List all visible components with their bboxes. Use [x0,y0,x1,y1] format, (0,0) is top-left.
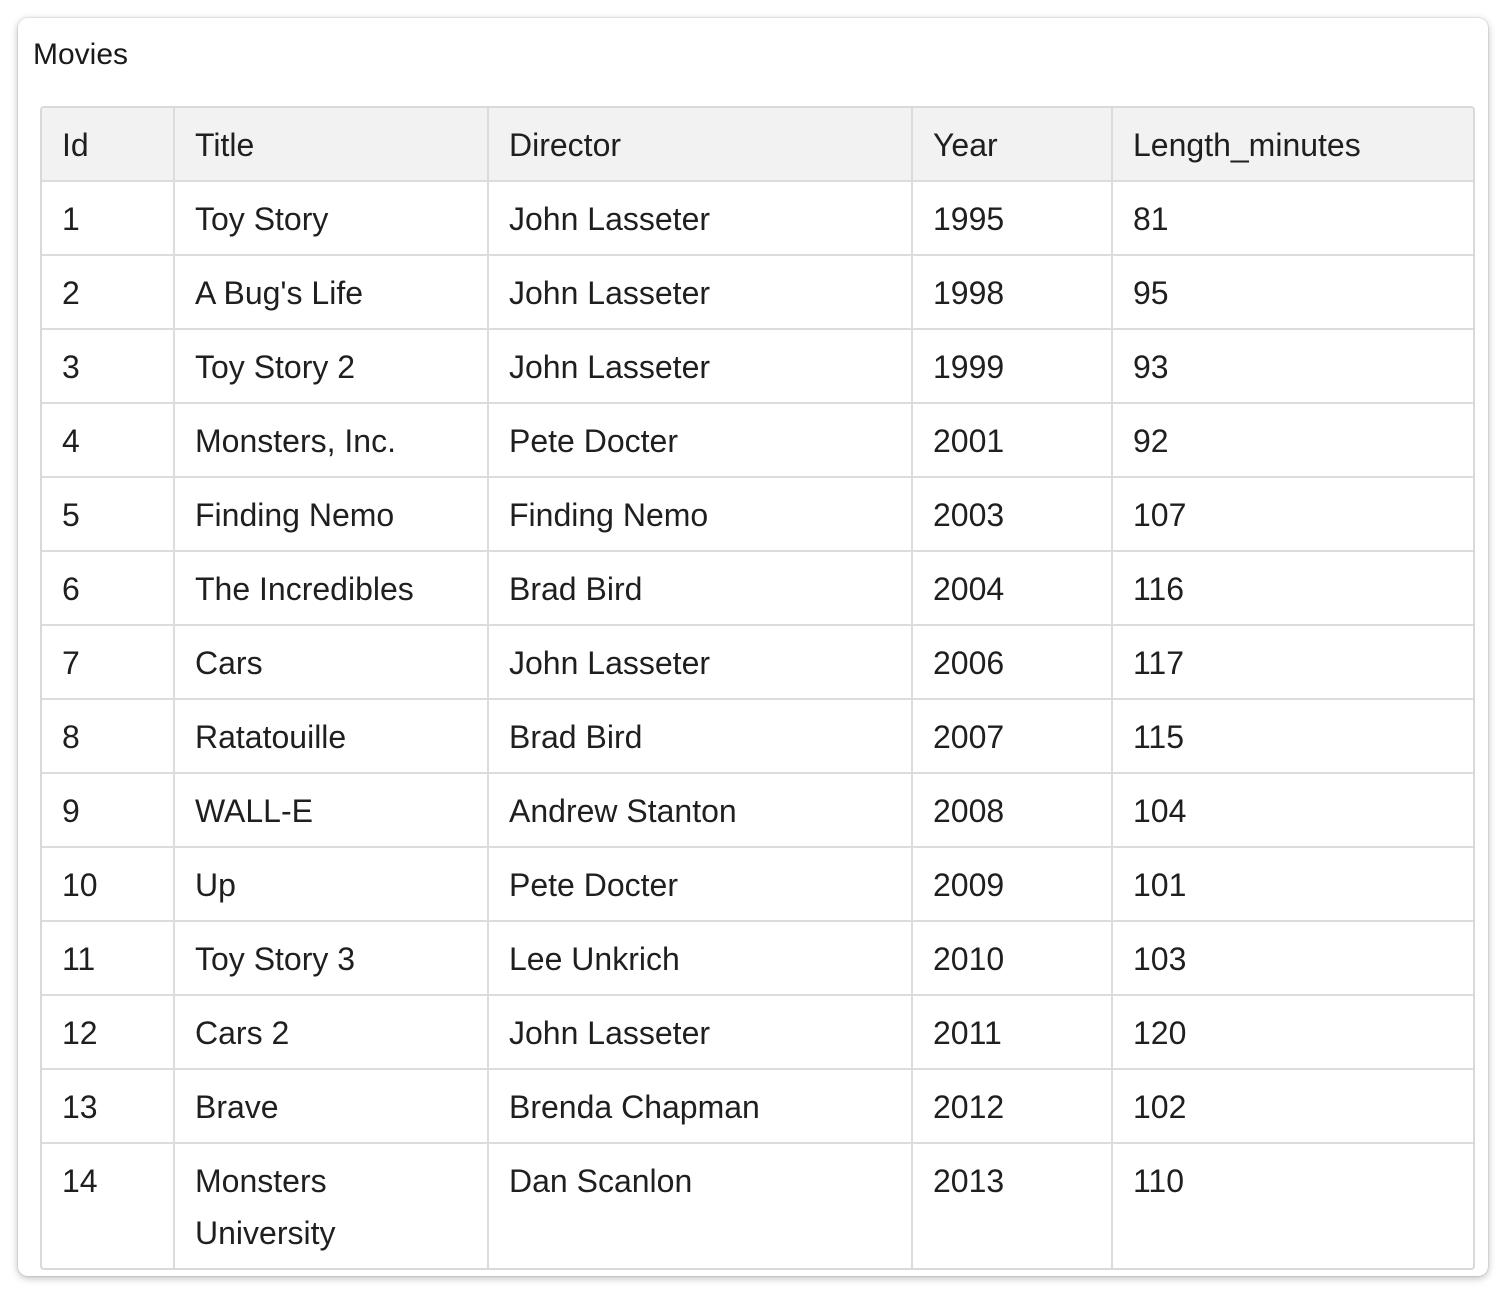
cell-id: 8 [42,698,175,774]
cell-id: 12 [42,994,175,1070]
cell-year: 2013 [911,1142,1113,1268]
table-row: 4 Monsters, Inc. Pete Docter 2001 92 [42,402,1473,478]
cell-id: 2 [42,254,175,330]
column-header-length-minutes: Length_minutes [1111,108,1473,182]
cell-year: 2008 [911,772,1113,848]
column-header-title: Title [173,108,489,182]
cell-title: Finding Nemo [173,476,489,552]
cell-director: John Lasseter [487,180,913,256]
cell-length-minutes: 117 [1111,624,1473,700]
cell-director: Finding Nemo [487,476,913,552]
table-row: 8 Ratatouille Brad Bird 2007 115 [42,698,1473,774]
cell-year: 2007 [911,698,1113,774]
cell-id: 5 [42,476,175,552]
column-header-id: Id [42,108,175,182]
cell-year: 2006 [911,624,1113,700]
cell-length-minutes: 102 [1111,1068,1473,1144]
cell-year: 2003 [911,476,1113,552]
table-row: 3 Toy Story 2 John Lasseter 1999 93 [42,328,1473,404]
cell-title: Monsters, Inc. [173,402,489,478]
table-row: 12 Cars 2 John Lasseter 2011 120 [42,994,1473,1070]
cell-title: Cars [173,624,489,700]
cell-title: Ratatouille [173,698,489,774]
cell-id: 4 [42,402,175,478]
cell-director: John Lasseter [487,624,913,700]
table-row: 7 Cars John Lasseter 2006 117 [42,624,1473,700]
cell-title: Toy Story 3 [173,920,489,996]
cell-id: 7 [42,624,175,700]
cell-length-minutes: 81 [1111,180,1473,256]
cell-id: 13 [42,1068,175,1144]
cell-director: Brad Bird [487,698,913,774]
cell-year: 2012 [911,1068,1113,1144]
cell-id: 14 [42,1142,175,1268]
cell-director: Brenda Chapman [487,1068,913,1144]
cell-id: 3 [42,328,175,404]
cell-director: Lee Unkrich [487,920,913,996]
cell-year: 1995 [911,180,1113,256]
cell-director: John Lasseter [487,254,913,330]
table-row: 13 Brave Brenda Chapman 2012 102 [42,1068,1473,1144]
cell-title: Monsters University [173,1142,489,1268]
cell-title: WALL-E [173,772,489,848]
cell-id: 10 [42,846,175,922]
cell-id: 9 [42,772,175,848]
table-header-row: Id Title Director Year Length_minutes [42,108,1473,182]
cell-year: 2010 [911,920,1113,996]
cell-length-minutes: 101 [1111,846,1473,922]
cell-director: Pete Docter [487,846,913,922]
column-header-director: Director [487,108,913,182]
cell-length-minutes: 116 [1111,550,1473,626]
cell-year: 2004 [911,550,1113,626]
cell-title: Brave [173,1068,489,1144]
cell-title: Cars 2 [173,994,489,1070]
cell-length-minutes: 120 [1111,994,1473,1070]
table-row: 9 WALL-E Andrew Stanton 2008 104 [42,772,1473,848]
cell-director: Dan Scanlon [487,1142,913,1268]
table-row: 11 Toy Story 3 Lee Unkrich 2010 103 [42,920,1473,996]
cell-director: Andrew Stanton [487,772,913,848]
cell-length-minutes: 104 [1111,772,1473,848]
cell-title: A Bug's Life [173,254,489,330]
cell-year: 2011 [911,994,1113,1070]
cell-length-minutes: 110 [1111,1142,1473,1268]
cell-director: John Lasseter [487,328,913,404]
card-title: Movies [33,38,129,71]
table-row: 1 Toy Story John Lasseter 1995 81 [42,180,1473,256]
table-row: 6 The Incredibles Brad Bird 2004 116 [42,550,1473,626]
cell-year: 1998 [911,254,1113,330]
cell-title: The Incredibles [173,550,489,626]
cell-director: John Lasseter [487,994,913,1070]
column-header-year: Year [911,108,1113,182]
cell-id: 11 [42,920,175,996]
cell-length-minutes: 103 [1111,920,1473,996]
cell-length-minutes: 93 [1111,328,1473,404]
cell-id: 1 [42,180,175,256]
cell-year: 2009 [911,846,1113,922]
cell-title: Toy Story [173,180,489,256]
cell-title: Toy Story 2 [173,328,489,404]
cell-id: 6 [42,550,175,626]
cell-director: Pete Docter [487,402,913,478]
cell-director: Brad Bird [487,550,913,626]
cell-length-minutes: 107 [1111,476,1473,552]
cell-length-minutes: 115 [1111,698,1473,774]
table-row: 14 Monsters University Dan Scanlon 2013 110 [42,1142,1473,1268]
cell-length-minutes: 92 [1111,402,1473,478]
movies-card: Movies Id Title Director Year Length_min… [18,18,1488,1276]
cell-year: 2001 [911,402,1113,478]
cell-title: Up [173,846,489,922]
table-body: 1 Toy Story John Lasseter 1995 81 2 A Bug's Li… [42,180,1473,1268]
table-row: 10 Up Pete Docter 2009 101 [42,846,1473,922]
cell-year: 1999 [911,328,1113,404]
cell-length-minutes: 95 [1111,254,1473,330]
table-row: 5 Finding Nemo Finding Nemo 2003 107 [42,476,1473,552]
